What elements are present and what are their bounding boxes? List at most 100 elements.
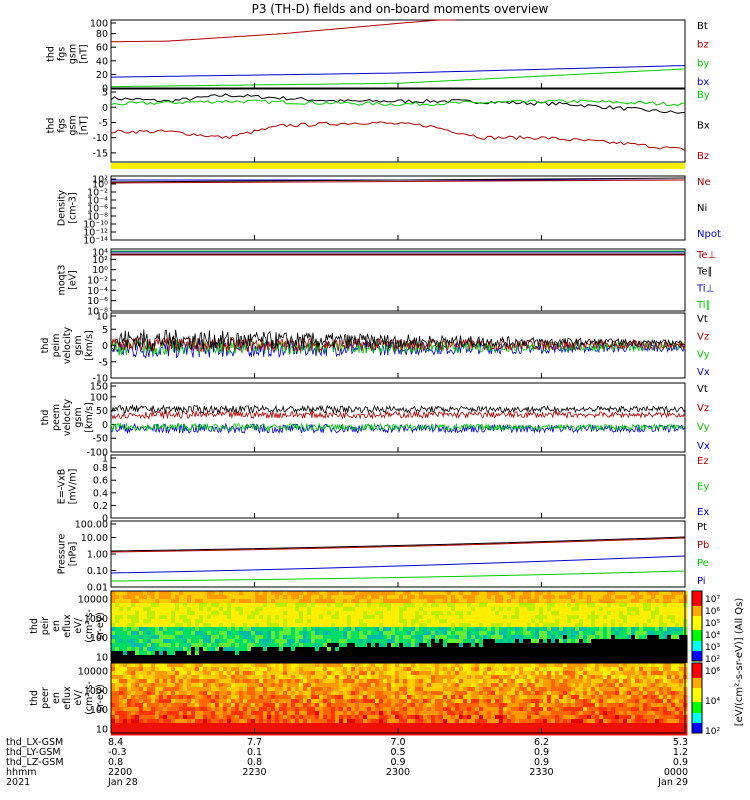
heatmap-cell [383, 631, 388, 636]
heatmap-cell [171, 675, 176, 680]
heatmap-cell [587, 603, 592, 608]
heatmap-cell [331, 595, 336, 600]
heatmap-cell [631, 643, 636, 648]
heatmap-cell [651, 635, 656, 640]
heatmap-cell [675, 591, 680, 596]
heatmap-cell [183, 679, 188, 684]
heatmap-cell [391, 603, 396, 608]
heatmap-cell [195, 703, 200, 708]
heatmap-cell [427, 623, 432, 628]
heatmap-cell [535, 663, 540, 668]
heatmap-cell [547, 607, 552, 612]
heatmap-cell [391, 691, 396, 696]
heatmap-cell [483, 719, 488, 724]
heatmap-cell [267, 647, 272, 652]
heatmap-cell [563, 675, 568, 680]
heatmap-cell [479, 619, 484, 624]
heatmap-cell [675, 631, 680, 636]
heatmap-cell [539, 643, 544, 648]
heatmap-cell [135, 627, 140, 632]
heatmap-cell [235, 655, 240, 660]
heatmap-cell [223, 715, 228, 720]
heatmap-cell [279, 671, 284, 676]
heatmap-cell [251, 667, 256, 672]
heatmap-cell [247, 675, 252, 680]
heatmap-cell [499, 639, 504, 644]
heatmap-cell [503, 699, 508, 704]
heatmap-cell [243, 707, 248, 712]
heatmap-cell [343, 623, 348, 628]
heatmap-cell [435, 703, 440, 708]
heatmap-cell [615, 651, 620, 656]
heatmap-cell [639, 635, 644, 640]
heatmap-cell [447, 691, 452, 696]
heatmap-cell [139, 647, 144, 652]
heatmap-cell [387, 727, 392, 732]
heatmap-cell [219, 615, 224, 620]
heatmap-cell [571, 719, 576, 724]
heatmap-cell [195, 727, 200, 732]
heatmap-cell [203, 691, 208, 696]
heatmap-cell [515, 591, 520, 596]
heatmap-cell [515, 611, 520, 616]
heatmap-cell [299, 691, 304, 696]
heatmap-cell [167, 639, 172, 644]
heatmap-cell [251, 727, 256, 732]
heatmap-cell [523, 695, 528, 700]
heatmap-cell [331, 671, 336, 676]
heatmap-cell [163, 707, 168, 712]
heatmap-cell [347, 651, 352, 656]
heatmap-cell [647, 631, 652, 636]
heatmap-cell [159, 695, 164, 700]
heatmap-cell [119, 627, 124, 632]
heatmap-cell [391, 599, 396, 604]
heatmap-cell [235, 707, 240, 712]
heatmap-cell [427, 607, 432, 612]
heatmap-cell [483, 715, 488, 720]
heatmap-cell [179, 643, 184, 648]
heatmap-cell [295, 683, 300, 688]
heatmap-cell [371, 671, 376, 676]
heatmap-cell [403, 711, 408, 716]
heatmap-cell [315, 671, 320, 676]
heatmap-cell [579, 679, 584, 684]
heatmap-cell [319, 723, 324, 728]
heatmap-cell [295, 675, 300, 680]
heatmap-cell [451, 607, 456, 612]
heatmap-cell [535, 611, 540, 616]
heatmap-cell [419, 719, 424, 724]
heatmap-cell [599, 623, 604, 628]
heatmap-cell [355, 687, 360, 692]
heatmap-cell [431, 691, 436, 696]
heatmap-cell [439, 627, 444, 632]
heatmap-cell [631, 651, 636, 656]
heatmap-cell [459, 719, 464, 724]
heatmap-cell [287, 591, 292, 596]
heatmap-cell [147, 695, 152, 700]
heatmap-cell [351, 671, 356, 676]
heatmap-cell [591, 655, 596, 660]
heatmap-cell [127, 635, 132, 640]
heatmap-cell [435, 627, 440, 632]
heatmap-cell [519, 683, 524, 688]
heatmap-cell [547, 631, 552, 636]
series-bx [111, 65, 686, 78]
heatmap-cell [123, 687, 128, 692]
heatmap-cell [155, 595, 160, 600]
heatmap-cell [131, 695, 136, 700]
heatmap-cell [431, 631, 436, 636]
heatmap-cell [163, 679, 168, 684]
heatmap-cell [667, 627, 672, 632]
heatmap-cell [123, 591, 128, 596]
heatmap-cell [311, 715, 316, 720]
heatmap-cell [379, 719, 384, 724]
heatmap-cell [407, 707, 412, 712]
heatmap-cell [127, 683, 132, 688]
heatmap-cell [499, 627, 504, 632]
heatmap-cell [635, 607, 640, 612]
heatmap-cell [399, 611, 404, 616]
heatmap-cell [519, 619, 524, 624]
heatmap-cell [675, 643, 680, 648]
heatmap-cell [279, 639, 284, 644]
heatmap-cell [227, 723, 232, 728]
